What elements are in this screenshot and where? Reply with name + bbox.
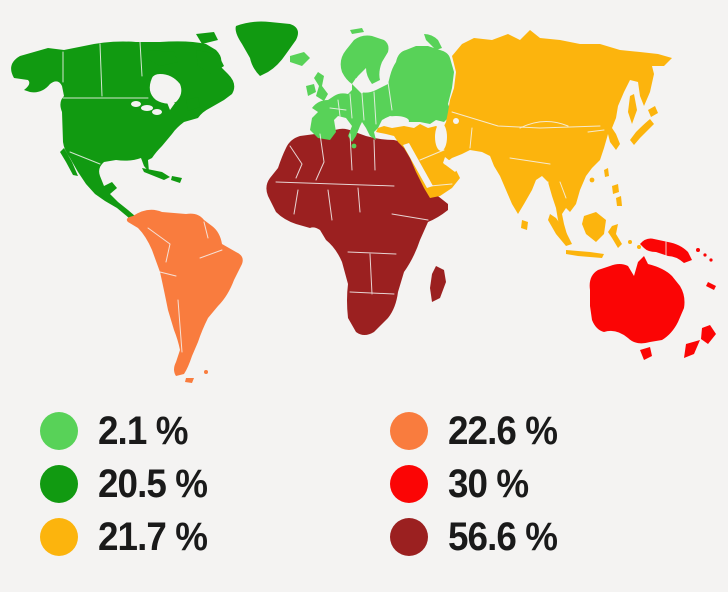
hokkaido bbox=[648, 106, 658, 117]
sri-lanka bbox=[521, 220, 528, 230]
legend-label-asia: 21.7 % bbox=[98, 515, 208, 559]
sakhalin bbox=[628, 94, 637, 124]
tierra-del-fuego bbox=[185, 378, 194, 383]
tasmania bbox=[640, 347, 652, 360]
persian-gulf bbox=[443, 157, 459, 172]
legend-label-africa: 56.6 % bbox=[448, 515, 558, 559]
ellesmere-island bbox=[196, 32, 218, 44]
north-america-waterbodies bbox=[131, 74, 182, 115]
legend-label-south-america: 22.6 % bbox=[448, 409, 558, 453]
greenland bbox=[235, 21, 298, 76]
moluccas bbox=[628, 240, 632, 244]
legend-swatch-oceania bbox=[390, 465, 428, 503]
sicily bbox=[351, 143, 357, 149]
legend-row-south-america: 22.6 % bbox=[390, 409, 567, 453]
legend-swatch-asia bbox=[40, 518, 78, 556]
legend-row-north-america: 20.5 % bbox=[40, 462, 217, 506]
great-britain bbox=[314, 72, 328, 101]
aral-sea bbox=[453, 118, 459, 124]
hudson-bay bbox=[149, 74, 182, 104]
baffin-island bbox=[196, 50, 224, 74]
new-caledonia bbox=[706, 282, 716, 290]
scandinavia bbox=[340, 35, 389, 84]
victoria-island bbox=[146, 50, 178, 66]
legend-left-column: 2.1 % 20.5 % 21.7 % bbox=[40, 409, 217, 559]
japan-honshu bbox=[630, 119, 654, 145]
philippines-luzon bbox=[612, 184, 619, 194]
legend-label-oceania: 30 % bbox=[448, 462, 529, 506]
falkland-islands bbox=[204, 370, 208, 374]
philippines-mindanao bbox=[616, 196, 622, 206]
region-asia bbox=[376, 30, 672, 258]
lesser-sunda bbox=[637, 245, 641, 249]
red-sea bbox=[403, 143, 433, 188]
legend-swatch-north-america bbox=[40, 465, 78, 503]
sulawesi bbox=[608, 224, 622, 248]
region-africa bbox=[266, 128, 448, 335]
hispaniola bbox=[171, 176, 182, 183]
new-zealand-north bbox=[701, 325, 716, 344]
james-bay bbox=[166, 100, 175, 110]
sumatra bbox=[548, 214, 572, 246]
region-south-america bbox=[126, 209, 243, 383]
country-borders bbox=[62, 41, 667, 353]
svalbard bbox=[350, 28, 364, 34]
vanuatu bbox=[703, 253, 707, 257]
great-lakes-mid bbox=[141, 105, 153, 111]
black-sea bbox=[383, 116, 409, 126]
borneo bbox=[582, 212, 606, 242]
legend-label-europe: 2.1 % bbox=[98, 409, 188, 453]
great-lakes-west bbox=[131, 101, 141, 107]
ireland bbox=[306, 84, 316, 96]
legend-row-europe: 2.1 % bbox=[40, 409, 217, 453]
legend-swatch-south-america bbox=[390, 412, 428, 450]
newfoundland bbox=[186, 97, 200, 111]
solomon-islands bbox=[696, 248, 700, 252]
cuba bbox=[142, 168, 170, 180]
legend-row-asia: 21.7 % bbox=[40, 515, 217, 559]
baja-peninsula bbox=[60, 148, 78, 176]
new-zealand-south bbox=[684, 340, 700, 358]
australia bbox=[589, 256, 685, 344]
legend-row-oceania: 30 % bbox=[390, 462, 567, 506]
java bbox=[566, 250, 604, 258]
baltic-sea bbox=[352, 78, 366, 94]
world-map bbox=[11, 21, 716, 383]
legend-swatch-africa bbox=[390, 518, 428, 556]
madagascar bbox=[430, 266, 446, 302]
legend-row-africa: 56.6 % bbox=[390, 515, 567, 559]
taiwan bbox=[604, 168, 609, 177]
caspian-sea bbox=[435, 123, 447, 151]
fiji bbox=[709, 258, 713, 262]
legend-right-column: 22.6 % 30 % 56.6 % bbox=[390, 409, 567, 559]
iceland bbox=[290, 52, 310, 66]
legend-swatch-europe bbox=[40, 412, 78, 450]
great-lakes-east bbox=[152, 109, 162, 115]
asia-waterbodies bbox=[352, 78, 459, 188]
novaya-zemlya bbox=[424, 34, 442, 50]
legend-label-north-america: 20.5 % bbox=[98, 462, 208, 506]
hainan bbox=[589, 177, 595, 183]
region-europe bbox=[290, 28, 454, 149]
